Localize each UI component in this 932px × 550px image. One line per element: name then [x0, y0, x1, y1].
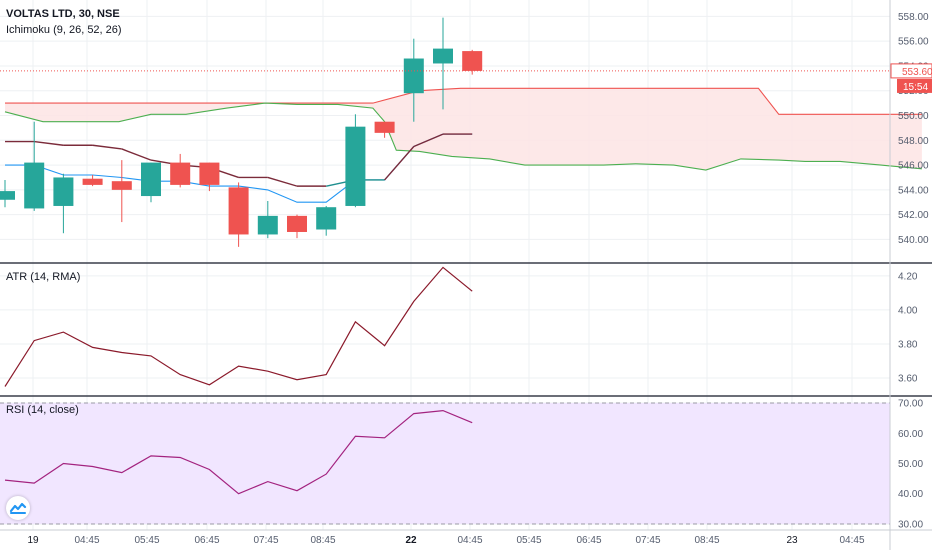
candle-body[interactable]: [374, 121, 395, 133]
time-tick-label: 06:45: [576, 535, 601, 546]
price-tick-label: 556.00: [898, 37, 929, 48]
countdown-tag: [897, 78, 932, 93]
atr-tick-label: 4.20: [898, 271, 918, 282]
candle-body[interactable]: [287, 215, 307, 232]
time-tick-label: 05:45: [134, 535, 159, 546]
atr-legend[interactable]: ATR (14, RMA): [6, 271, 81, 283]
ichimoku-cloud: [5, 88, 922, 170]
candle-body[interactable]: [316, 207, 337, 230]
candle-body[interactable]: [199, 162, 220, 185]
atr-tick-label: 4.00: [898, 305, 918, 316]
rsi-tick-label: 50.00: [898, 459, 923, 470]
time-tick-label: 23: [786, 535, 798, 546]
price-tick-label: 540.00: [898, 235, 929, 246]
time-tick-label: 06:45: [194, 535, 219, 546]
price-tick-label: 548.00: [898, 136, 929, 147]
tradingview-logo-icon[interactable]: [6, 496, 30, 520]
candle-body[interactable]: [82, 178, 103, 185]
ichimoku-kijun-segment: [384, 146, 415, 181]
ichimoku-span-b-line: [5, 87, 922, 115]
rsi-tick-label: 40.00: [898, 489, 923, 500]
rsi-tick-label: 30.00: [898, 519, 923, 530]
candle-body[interactable]: [257, 215, 278, 235]
atr-tick-label: 3.80: [898, 339, 918, 350]
ichimoku-kijun-segment: [413, 133, 444, 148]
time-tick-label: 07:45: [635, 535, 660, 546]
candle-body[interactable]: [24, 162, 45, 209]
time-tick-label: 04:45: [457, 535, 482, 546]
atr-tick-label: 3.60: [898, 373, 918, 384]
price-tick-label: 544.00: [898, 185, 929, 196]
ichimoku-kijun-segment: [267, 176, 298, 187]
time-tick-label: 22: [405, 535, 417, 546]
time-tick-label: 08:45: [694, 535, 719, 546]
price-tick-label: 542.00: [898, 210, 929, 221]
ichimoku-kijun-segment: [121, 148, 152, 161]
time-tick-label: 19: [27, 535, 39, 546]
candle-body[interactable]: [228, 187, 249, 235]
price-tick-label: 550.00: [898, 111, 929, 122]
ichimoku-kijun-segment: [92, 144, 122, 150]
ichimoku-legend[interactable]: Ichimoku (9, 26, 52, 26): [6, 24, 122, 36]
time-tick-label: 08:45: [310, 535, 335, 546]
candle-body[interactable]: [170, 162, 191, 185]
candle-body[interactable]: [462, 51, 483, 71]
last-price-tag[interactable]: [890, 63, 932, 79]
rsi-band: [0, 403, 890, 524]
candle-body[interactable]: [433, 48, 453, 64]
candle-body[interactable]: [141, 162, 161, 197]
time-tick-label: 04:45: [839, 535, 864, 546]
ichimoku-span-a-line: [4, 102, 922, 171]
price-tick-label: 558.00: [898, 12, 929, 23]
candle-body[interactable]: [53, 177, 74, 206]
atr-line: [4, 266, 473, 387]
price-tick-label: 546.00: [898, 161, 929, 172]
rsi-tick-label: 60.00: [898, 429, 923, 440]
rsi-line: [4, 409, 473, 495]
rsi-legend[interactable]: RSI (14, close): [6, 404, 79, 416]
symbol-title: VOLTAS LTD, 30, NSE: [6, 8, 120, 20]
candle-body[interactable]: [111, 181, 132, 190]
candle-body[interactable]: [403, 58, 424, 94]
ichimoku-kijun-segment: [34, 140, 64, 146]
time-tick-label: 04:45: [74, 535, 99, 546]
time-tick-label: 07:45: [253, 535, 278, 546]
candle-body[interactable]: [0, 191, 15, 200]
candle-body[interactable]: [345, 126, 366, 206]
time-tick-label: 05:45: [516, 535, 541, 546]
last-price-label: 553.60: [902, 67, 932, 78]
rsi-tick-label: 70.00: [898, 399, 923, 410]
countdown-label: 15:54: [903, 82, 928, 93]
